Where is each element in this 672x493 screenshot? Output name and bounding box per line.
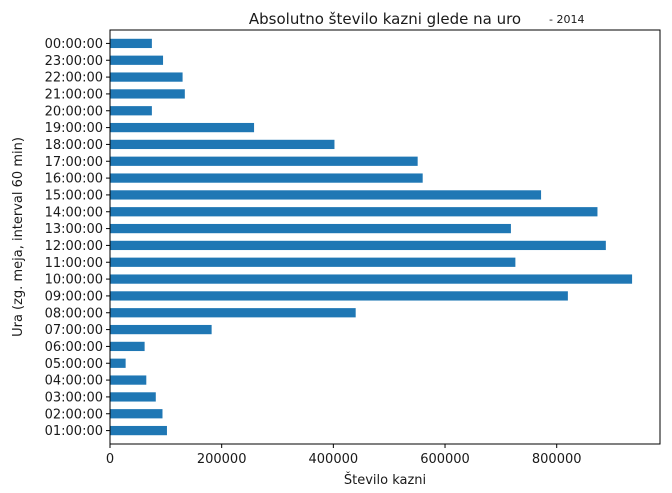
- y-axis-label: Ura (zg. meja, interval 60 min): [11, 137, 26, 337]
- bar-03-00-00: [110, 392, 156, 402]
- chart-title: Absolutno število kazni glede na uro: [249, 10, 521, 28]
- bar-21-00-00: [110, 89, 185, 99]
- y-tick-label: 07:00:00: [45, 323, 103, 338]
- y-tick-label: 21:00:00: [45, 87, 103, 102]
- x-axis-label: Število kazni: [344, 472, 426, 488]
- bar-05-00-00: [110, 358, 126, 368]
- y-tick-label: 10:00:00: [45, 273, 103, 288]
- bar-14-00-00: [110, 207, 598, 217]
- x-tick-label: 0: [106, 452, 114, 467]
- y-tick-label: 22:00:00: [45, 71, 103, 86]
- y-tick-label: 20:00:00: [45, 104, 103, 119]
- y-tick-label: 02:00:00: [45, 407, 103, 422]
- y-tick-label: 05:00:00: [45, 357, 103, 372]
- y-tick-label: 00:00:00: [45, 37, 103, 52]
- x-axis-ticks: 0 200000 400000 600000 800000: [106, 444, 582, 467]
- y-tick-label: 12:00:00: [45, 239, 103, 254]
- y-tick-label: 06:00:00: [45, 340, 103, 355]
- y-tick-label: 01:00:00: [45, 424, 103, 439]
- y-tick-label: 13:00:00: [45, 222, 103, 237]
- bar-11-00-00: [110, 257, 516, 267]
- y-tick-label: 19:00:00: [45, 121, 103, 136]
- bar-17-00-00: [110, 156, 418, 166]
- bar-06-00-00: [110, 341, 145, 352]
- bars-group: [110, 38, 633, 436]
- y-tick-label: 14:00:00: [45, 205, 103, 220]
- bar-15-00-00: [110, 190, 542, 200]
- bar-02-00-00: [110, 409, 163, 419]
- y-tick-label: 04:00:00: [45, 374, 103, 389]
- plot-frame: [109, 29, 661, 445]
- y-tick-label: 15:00:00: [45, 188, 103, 203]
- x-tick-label: 400000: [309, 452, 359, 467]
- bar-07-00-00: [110, 324, 212, 335]
- bar-09-00-00: [110, 291, 568, 301]
- bar-19-00-00: [110, 122, 255, 133]
- bar-22-00-00: [110, 72, 183, 82]
- bar-10-00-00: [110, 274, 633, 284]
- x-tick-label: 200000: [197, 452, 247, 467]
- x-tick-label: 800000: [532, 452, 582, 467]
- bar-12-00-00: [110, 240, 606, 251]
- y-tick-label: 09:00:00: [45, 289, 103, 304]
- bar-01-00-00: [110, 425, 167, 436]
- y-tick-label: 18:00:00: [45, 138, 103, 153]
- bar-20-00-00: [110, 106, 152, 116]
- bar-13-00-00: [110, 223, 511, 234]
- y-tick-label: 17:00:00: [45, 155, 103, 170]
- x-tick-label: 600000: [420, 452, 470, 467]
- bar-04-00-00: [110, 375, 147, 385]
- bar-23-00-00: [110, 55, 164, 65]
- chart-subtitle: - 2014: [549, 13, 584, 26]
- y-tick-label: 08:00:00: [45, 306, 103, 321]
- y-tick-label: 23:00:00: [45, 54, 103, 69]
- bar-18-00-00: [110, 139, 335, 150]
- bar-16-00-00: [110, 173, 423, 183]
- y-tick-label: 03:00:00: [45, 390, 103, 405]
- bar-00-00-00: [110, 38, 152, 49]
- y-tick-label: 16:00:00: [45, 172, 103, 187]
- y-tick-label: 11:00:00: [45, 256, 103, 271]
- bar-08-00-00: [110, 308, 356, 318]
